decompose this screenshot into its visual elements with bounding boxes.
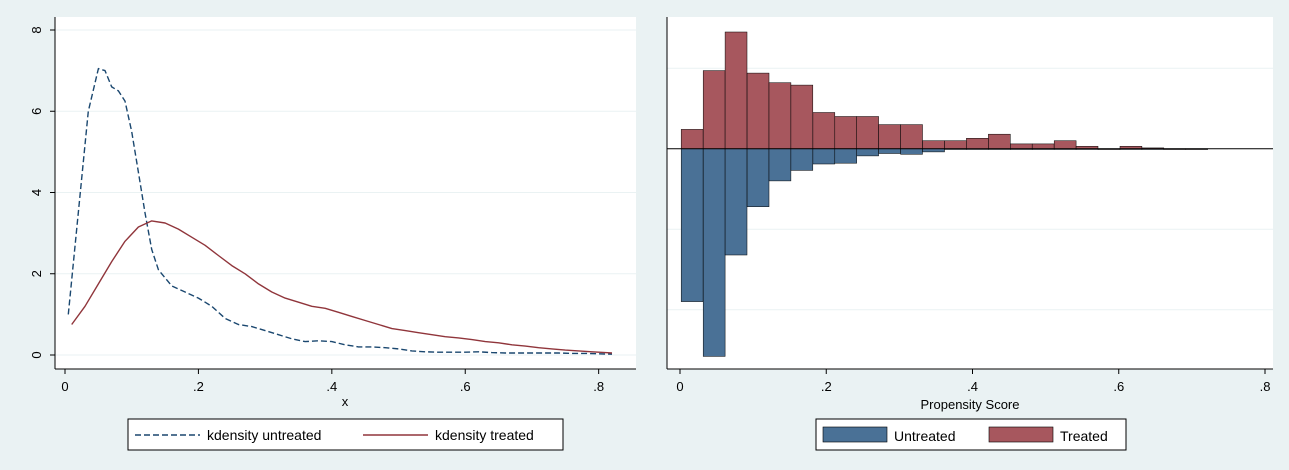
bar-treated — [900, 124, 923, 149]
bar-treated — [790, 84, 814, 149]
bar-untreated — [856, 148, 879, 157]
bar-untreated — [900, 148, 923, 155]
bar-treated — [746, 72, 770, 150]
bar-treated — [702, 70, 726, 149]
bar-untreated — [680, 148, 704, 302]
propensity-bars — [680, 31, 1208, 357]
bar-untreated — [724, 148, 748, 256]
propensity-x-tick-label: .8 — [1260, 379, 1271, 394]
bar-treated — [768, 82, 792, 149]
bar-treated — [856, 116, 879, 149]
kdensity-y-tick-label: 2 — [29, 270, 44, 277]
propensity-panel: 0 .2 .4 .6 .8 Propensity Score Untreated Tre… — [666, 17, 1273, 451]
bar-treated — [878, 124, 901, 149]
bar-untreated — [746, 148, 770, 207]
bar-treated — [680, 129, 704, 149]
propensity-x-axis-title: Propensity Score — [921, 397, 1020, 412]
kdensity-x-tick-label: .6 — [460, 379, 471, 394]
legend-label-kdensity-untreated: kdensity untreated — [207, 427, 321, 443]
bar-untreated — [834, 148, 857, 164]
bar-treated — [812, 112, 836, 149]
kdensity-panel: 0 2 4 6 8 0 .2 .4 .6 .8 x kdensity untreated kde… — [29, 17, 636, 451]
kdensity-line-kdensity-treated — [71, 220, 613, 354]
kdensity-y-tick-label: 0 — [29, 351, 44, 358]
bar-treated — [1010, 143, 1033, 149]
kdensity-y-ticks: 0 2 4 6 8 — [29, 26, 55, 359]
kdensity-x-tick-label: .4 — [326, 379, 337, 394]
kdensity-x-tick-label: .2 — [193, 379, 204, 394]
kdensity-series — [67, 67, 613, 355]
kdensity-y-tick-label: 4 — [29, 189, 44, 196]
kdensity-line-kdensity-untreated — [67, 67, 613, 355]
kdensity-y-tick-label: 6 — [29, 108, 44, 115]
bar-treated — [988, 133, 1011, 149]
propensity-x-ticks: 0 .2 .4 .6 .8 — [676, 369, 1270, 394]
kdensity-legend-box — [127, 418, 564, 451]
bar-treated — [922, 140, 945, 149]
propensity-legend: Untreated Treated — [815, 418, 1127, 451]
propensity-gridlines — [667, 67, 1273, 311]
bar-treated — [944, 140, 967, 149]
propensity-x-tick-label: 0 — [676, 379, 683, 394]
kdensity-x-axis-title: x — [342, 394, 349, 409]
legend-label-kdensity-treated: kdensity treated — [435, 427, 534, 443]
legend-swatch-treated — [988, 426, 1054, 443]
bar-treated — [1031, 143, 1055, 149]
legend-label-untreated: Untreated — [894, 428, 955, 444]
bar-untreated — [790, 148, 814, 171]
bar-treated — [1053, 140, 1077, 149]
kdensity-legend: kdensity untreated kdensity treated — [127, 418, 564, 451]
bar-untreated — [702, 148, 726, 357]
legend-swatch-untreated — [822, 426, 888, 443]
kdensity-x-tick-label: .8 — [593, 379, 604, 394]
bar-treated — [834, 116, 857, 149]
bar-treated — [724, 31, 748, 149]
bar-treated — [966, 138, 989, 150]
bar-untreated — [812, 148, 836, 165]
propensity-x-tick-label: .4 — [967, 379, 978, 394]
kdensity-x-ticks: 0 .2 .4 .6 .8 — [61, 369, 604, 394]
kdensity-gridlines — [55, 29, 636, 356]
bar-untreated — [768, 148, 792, 182]
kdensity-x-tick-label: 0 — [61, 379, 68, 394]
legend-label-treated: Treated — [1060, 428, 1108, 444]
bar-untreated — [878, 148, 901, 154]
propensity-x-tick-label: .2 — [821, 379, 832, 394]
kdensity-y-tick-label: 8 — [29, 26, 44, 33]
propensity-x-tick-label: .6 — [1113, 379, 1124, 394]
